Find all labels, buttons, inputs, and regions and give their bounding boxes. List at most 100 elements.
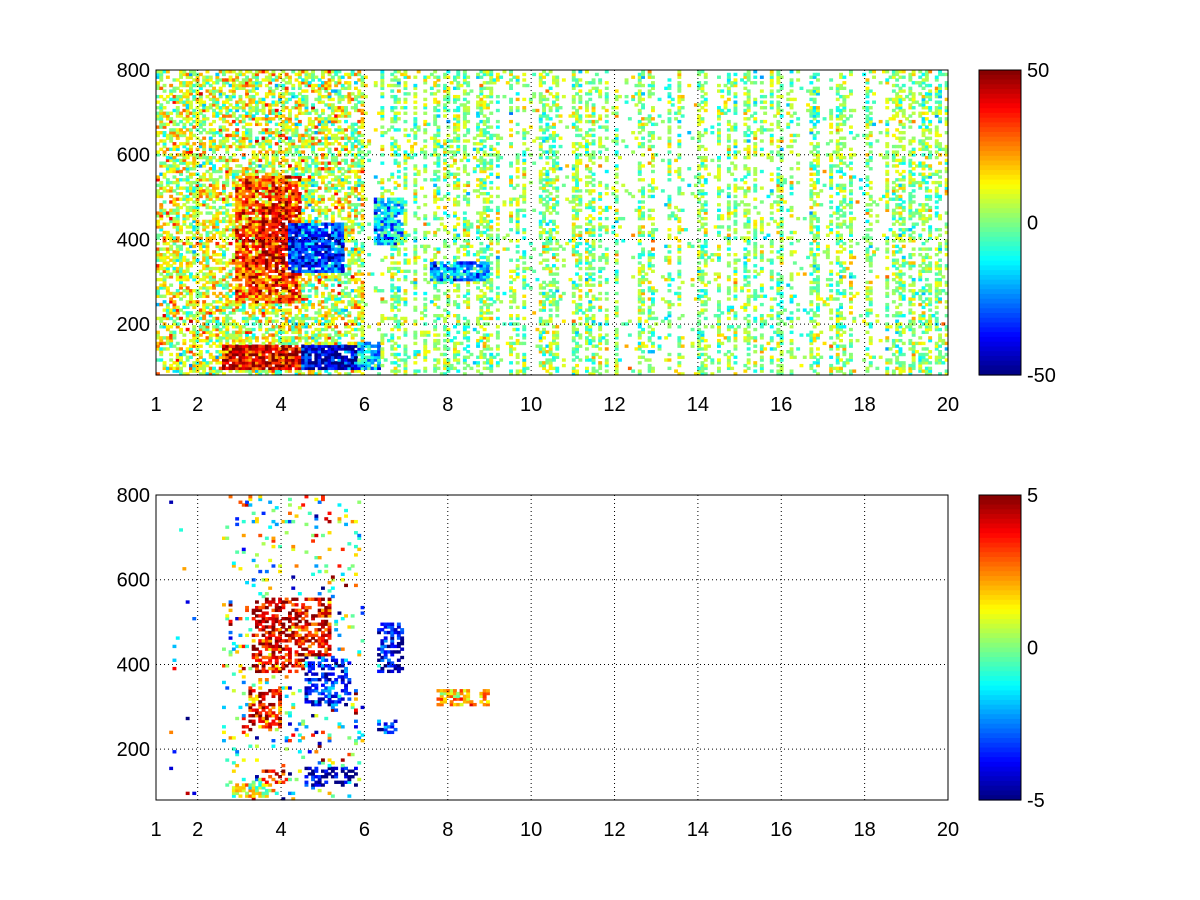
heatmap-cell [248, 355, 253, 359]
heatmap-cell [172, 314, 177, 318]
heatmap-cell [205, 247, 210, 251]
heatmap-cell [264, 327, 269, 332]
heatmap-cell [291, 358, 296, 362]
heatmap-cell [245, 261, 249, 265]
heatmap-cell [225, 108, 230, 113]
heatmap-cell [357, 286, 362, 290]
heatmap-cell [179, 280, 183, 285]
heatmap-cell [274, 358, 279, 362]
heatmap-cell [354, 258, 358, 262]
heatmap-cell [403, 106, 408, 110]
heatmap-cell [169, 119, 174, 124]
heatmap-cell [235, 194, 240, 199]
heatmap-cell [311, 103, 315, 107]
heatmap-cell [175, 269, 180, 274]
heatmap-cell [255, 189, 259, 193]
heatmap-cell [185, 161, 190, 165]
heatmap-cell [218, 167, 223, 171]
heatmap-cell [337, 228, 342, 232]
heatmap-cell [205, 233, 210, 237]
heatmap-cell [268, 205, 273, 210]
heatmap-cell [248, 100, 253, 104]
heatmap-cell [268, 333, 273, 337]
heatmap-cell [179, 228, 183, 232]
heatmap-cell [198, 294, 203, 298]
heatmap-cell [314, 230, 319, 235]
heatmap-cell [271, 372, 276, 376]
heatmap-cell [321, 333, 325, 337]
heatmap-cell [179, 261, 183, 265]
heatmap-cell [238, 83, 243, 88]
heatmap-cell [202, 203, 207, 207]
heatmap-cell [307, 336, 312, 340]
heatmap-cell [271, 311, 276, 315]
heatmap-cell [314, 361, 319, 365]
heatmap-cell [297, 338, 302, 343]
heatmap-cell [185, 92, 190, 96]
heatmap-cell [291, 144, 296, 149]
heatmap-cell [330, 172, 335, 176]
heatmap-cell [182, 133, 187, 138]
heatmap-cell [337, 211, 342, 215]
heatmap-cell [225, 302, 230, 307]
heatmap-cell [268, 269, 273, 274]
heatmap-cell [360, 363, 365, 368]
heatmap-cell [156, 347, 160, 351]
heatmap-cell [258, 228, 263, 232]
heatmap-cell [354, 189, 358, 193]
heatmap-cell [241, 81, 246, 85]
heatmap-cell [327, 236, 332, 240]
heatmap-cell [215, 333, 220, 337]
heatmap-cell [337, 203, 342, 207]
heatmap-cell [208, 361, 213, 365]
heatmap-cell [258, 363, 263, 368]
heatmap-cell [218, 297, 223, 301]
heatmap-cell [294, 297, 299, 301]
heatmap-cell [159, 225, 164, 229]
heatmap-cell [238, 94, 243, 99]
heatmap-cell [156, 266, 160, 271]
heatmap-cell [284, 136, 289, 140]
heatmap-cell [215, 219, 220, 224]
heatmap-cell [228, 83, 233, 88]
heatmap-cell [198, 164, 203, 168]
heatmap-cell [231, 347, 236, 351]
heatmap-cell [268, 286, 273, 290]
heatmap-cell [337, 94, 342, 99]
heatmap-cell [423, 333, 428, 337]
heatmap-cell [307, 341, 312, 346]
heatmap-cell [274, 219, 279, 224]
heatmap-cell [231, 311, 236, 315]
heatmap-cell [387, 338, 391, 343]
heatmap-cell [255, 269, 259, 274]
heatmap-cell [255, 264, 259, 268]
heatmap-cell [360, 208, 365, 213]
heatmap-cell [258, 142, 263, 146]
heatmap-cell [324, 233, 329, 237]
heatmap-cell [235, 230, 240, 235]
heatmap-cell [251, 361, 256, 365]
heatmap-cell [274, 291, 279, 296]
heatmap-cell [284, 275, 289, 279]
heatmap-cell [304, 250, 309, 254]
heatmap-cell [413, 153, 418, 157]
heatmap-cell [311, 347, 315, 351]
heatmap-cell [294, 372, 299, 376]
heatmap-cell [264, 194, 269, 199]
heatmap-cell [390, 219, 395, 224]
heatmap-cell [189, 225, 193, 229]
heatmap-cell [248, 122, 253, 127]
heatmap-cell [271, 194, 276, 199]
heatmap-cell [271, 167, 276, 171]
heatmap-cell [334, 200, 339, 204]
heatmap-cell [251, 83, 256, 88]
heatmap-cell [208, 311, 213, 315]
heatmap-cell [231, 94, 236, 99]
heatmap-cell [248, 136, 253, 140]
heatmap-cell [245, 283, 249, 287]
heatmap-cell [281, 92, 286, 96]
heatmap-cell [301, 228, 306, 232]
heatmap-cell [324, 175, 329, 179]
heatmap-cell [334, 344, 339, 348]
heatmap-cell [189, 208, 193, 213]
